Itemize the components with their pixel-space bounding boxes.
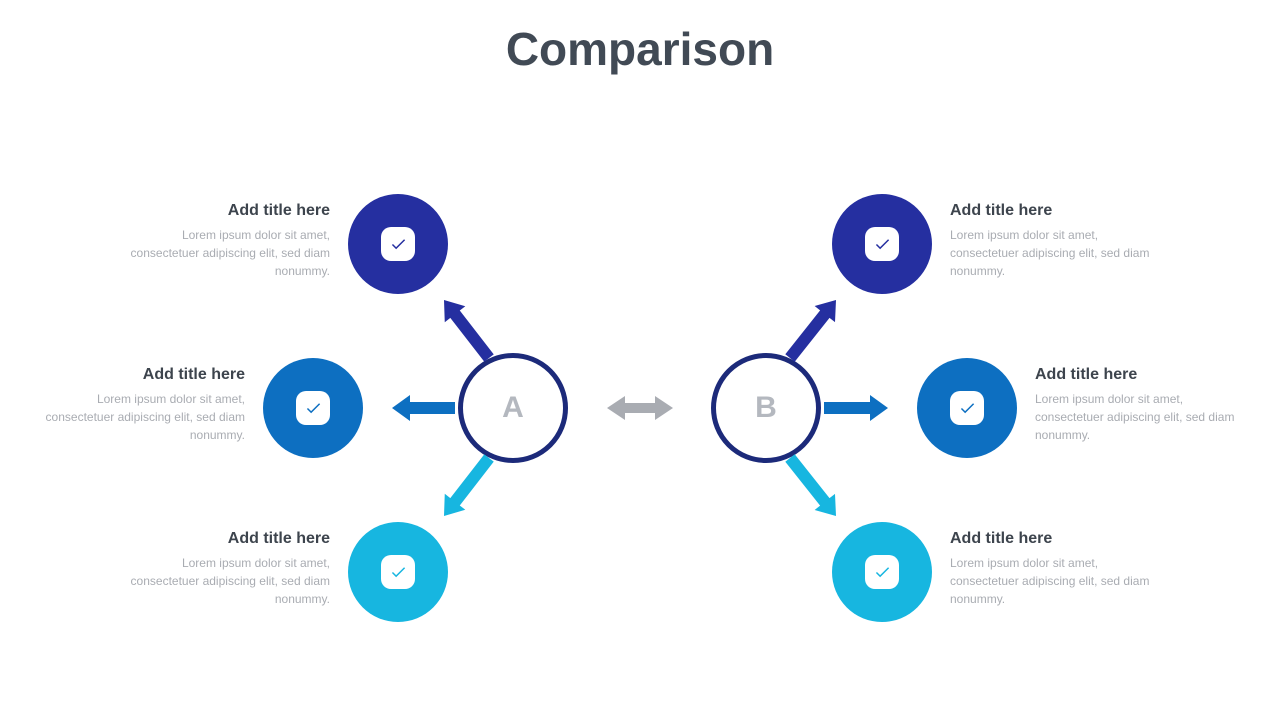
item-body: Lorem ipsum dolor sit amet, consectetuer…: [130, 554, 330, 608]
arrow-icon: [392, 395, 455, 421]
arrow-icon: [824, 395, 888, 421]
item-title: Add title here: [950, 202, 1150, 220]
node-r2: [917, 358, 1017, 458]
item-body: Lorem ipsum dolor sit amet, consectetuer…: [950, 226, 1150, 280]
node-l3: [348, 522, 448, 622]
arrow-icon: [444, 300, 494, 362]
check-icon: [381, 555, 415, 589]
item-body: Lorem ipsum dolor sit amet, consectetuer…: [45, 390, 245, 444]
node-l2: [263, 358, 363, 458]
check-icon: [296, 391, 330, 425]
item-title: Add title here: [1035, 366, 1235, 384]
item-body: Lorem ipsum dolor sit amet, consectetuer…: [1035, 390, 1235, 444]
double-arrow-icon: [607, 394, 673, 422]
text-block-r3: Add title here Lorem ipsum dolor sit amet…: [950, 530, 1150, 608]
arrow-icon: [785, 300, 836, 362]
node-r3: [832, 522, 932, 622]
text-block-l2: Add title here Lorem ipsum dolor sit amet…: [45, 366, 245, 444]
item-title: Add title here: [45, 366, 245, 384]
check-icon: [950, 391, 984, 425]
check-icon: [865, 555, 899, 589]
hub-a-label: A: [502, 391, 524, 425]
text-block-r2: Add title here Lorem ipsum dolor sit amet…: [1035, 366, 1235, 444]
diagram-canvas: A B Add title here Lorem ipsum dolor sit …: [0, 0, 1280, 720]
check-icon: [381, 227, 415, 261]
node-r1: [832, 194, 932, 294]
item-body: Lorem ipsum dolor sit amet, consectetuer…: [130, 226, 330, 280]
arrow-icon: [785, 454, 836, 516]
item-title: Add title here: [130, 202, 330, 220]
hub-b-label: B: [755, 391, 777, 425]
text-block-r1: Add title here Lorem ipsum dolor sit amet…: [950, 202, 1150, 280]
hub-b: B: [711, 353, 821, 463]
check-icon: [865, 227, 899, 261]
arrow-icon: [444, 454, 494, 516]
node-l1: [348, 194, 448, 294]
text-block-l1: Add title here Lorem ipsum dolor sit amet…: [130, 202, 330, 280]
item-title: Add title here: [130, 530, 330, 548]
hub-a: A: [458, 353, 568, 463]
item-body: Lorem ipsum dolor sit amet, consectetuer…: [950, 554, 1150, 608]
item-title: Add title here: [950, 530, 1150, 548]
text-block-l3: Add title here Lorem ipsum dolor sit amet…: [130, 530, 330, 608]
arrows-layer: [0, 0, 1280, 720]
